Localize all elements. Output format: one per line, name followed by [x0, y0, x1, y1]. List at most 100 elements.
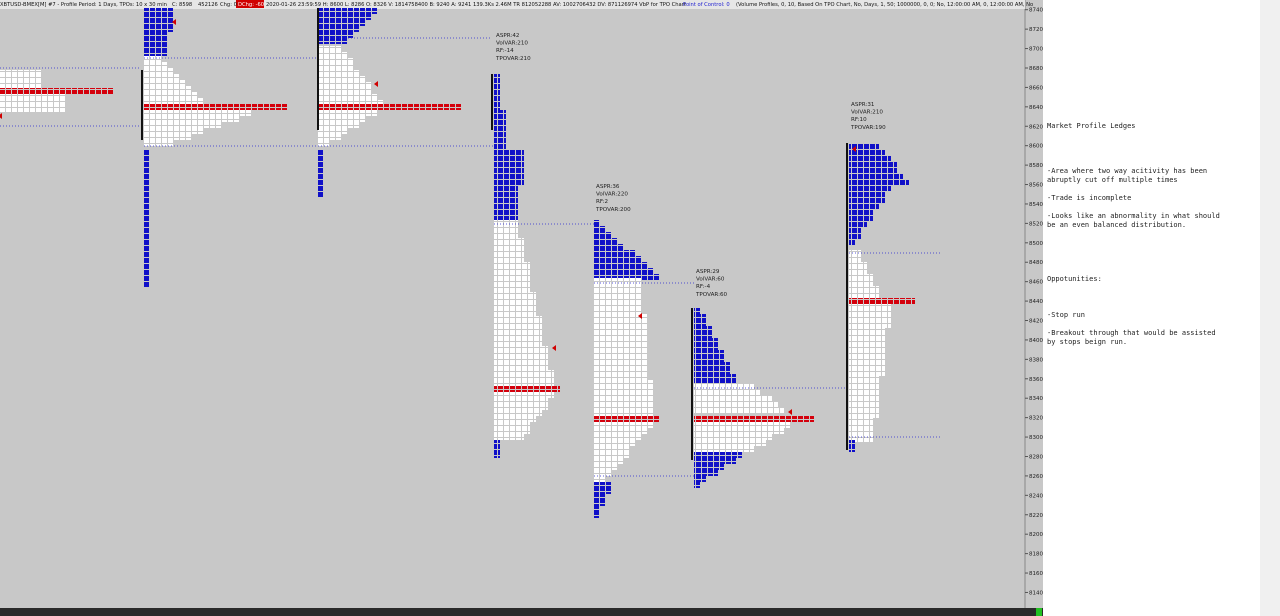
tick-label: 8200 — [1029, 532, 1043, 538]
tpo-row — [494, 150, 524, 156]
tpo-row — [494, 404, 548, 410]
tpo-row — [694, 482, 700, 488]
profile-stat: TPOVAR:210 — [495, 56, 531, 62]
tpo-row — [849, 388, 879, 394]
tpo-row — [594, 314, 648, 320]
date-strip — [0, 608, 1043, 616]
tpo-row — [318, 192, 324, 198]
tpo-row — [849, 400, 879, 406]
tpo-row — [494, 140, 506, 146]
tick-label: 8700 — [1029, 47, 1043, 53]
tpo-row — [318, 134, 342, 140]
tpo-row — [318, 168, 324, 174]
tpo-row — [849, 203, 879, 209]
profile-stat: RF:-14 — [496, 48, 514, 54]
tpo-row — [494, 156, 524, 162]
tpo-row — [318, 100, 384, 106]
tpo-row — [849, 436, 873, 442]
tpo-row — [594, 428, 648, 434]
tpo-row — [144, 180, 150, 186]
tpo-row — [849, 280, 873, 286]
tpo-row — [144, 156, 150, 162]
tpo-row — [849, 376, 879, 382]
tpo-row — [144, 264, 150, 270]
tpo-row — [494, 134, 506, 140]
tpo-row — [694, 344, 718, 350]
tpo-row — [849, 430, 873, 436]
tpo-row — [144, 8, 174, 14]
header-bar — [0, 0, 1025, 9]
tpo-row — [694, 402, 778, 408]
tpo-row — [494, 162, 524, 168]
tpo-row — [694, 356, 724, 362]
tpo-row — [144, 14, 174, 20]
tpo-row — [849, 155, 891, 161]
tpo-row — [494, 422, 530, 428]
tpo-row — [849, 227, 861, 233]
tpo-row — [144, 162, 150, 168]
note-line: Oppotunities: — [1047, 275, 1102, 283]
tpo-row — [594, 512, 600, 518]
notes-title: Market Profile Ledges — [1047, 122, 1136, 130]
tpo-row — [0, 88, 114, 94]
tpo-row — [594, 398, 654, 404]
header: XBTUSD-BMEX[M] #7 - Profile Period: 1 Da… — [0, 0, 1033, 8]
tpo-row — [494, 174, 524, 180]
tpo-row — [594, 284, 642, 290]
tick-label: 8260 — [1029, 474, 1043, 480]
tpo-row — [144, 252, 150, 258]
notes-panel[interactable] — [1043, 0, 1260, 616]
tpo-row — [494, 322, 542, 328]
tpo-row — [849, 446, 855, 452]
tpo-row — [494, 440, 500, 446]
tpo-row — [849, 239, 855, 245]
tpo-row — [494, 316, 542, 322]
tpo-row — [494, 274, 530, 280]
tpo-row — [318, 180, 324, 186]
tpo-row — [318, 186, 324, 192]
tpo-row — [0, 106, 66, 112]
tpo-row — [594, 356, 648, 362]
note-line: -Area where two way acitivity has been — [1047, 167, 1208, 175]
tick-label: 8280 — [1029, 454, 1043, 460]
tpo-row — [849, 197, 885, 203]
tpo-row — [694, 368, 730, 374]
tpo-row — [318, 110, 378, 116]
scrollbar[interactable] — [1260, 0, 1280, 616]
tpo-row — [318, 38, 348, 44]
tpo-row — [144, 210, 150, 216]
tpo-row — [594, 220, 600, 226]
tpo-row — [694, 308, 700, 314]
tpo-row — [594, 326, 648, 332]
tpo-row — [144, 50, 168, 56]
tpo-row — [849, 143, 879, 149]
tpo-row — [849, 304, 891, 310]
tpo-row — [144, 32, 168, 38]
tpo-row — [144, 282, 150, 288]
note-line: -Stop run — [1047, 311, 1085, 319]
tpo-row — [694, 380, 736, 386]
tpo-row — [594, 308, 642, 314]
dchg-badge — [236, 0, 264, 8]
tick-label: 8220 — [1029, 513, 1043, 519]
tpo-row — [849, 191, 885, 197]
marker — [0, 113, 2, 119]
tpo-row — [144, 128, 204, 134]
tick-label: 8320 — [1029, 416, 1043, 422]
tpo-row — [594, 320, 648, 326]
tpo-row — [144, 62, 168, 68]
tpo-row — [494, 250, 524, 256]
tpo-row — [494, 280, 530, 286]
tpo-row — [318, 14, 372, 20]
tpo-row — [494, 186, 518, 192]
tpo-row — [694, 428, 784, 434]
tick-label: 8440 — [1029, 299, 1043, 305]
tpo-row — [144, 276, 150, 282]
header-text: C: 8598 — [172, 2, 192, 8]
tpo-row — [594, 368, 648, 374]
tpo-row — [849, 418, 873, 424]
tpo-row — [594, 392, 654, 398]
tpo-row — [849, 382, 879, 388]
tpo-row — [318, 94, 378, 100]
tpo-row — [494, 204, 518, 210]
